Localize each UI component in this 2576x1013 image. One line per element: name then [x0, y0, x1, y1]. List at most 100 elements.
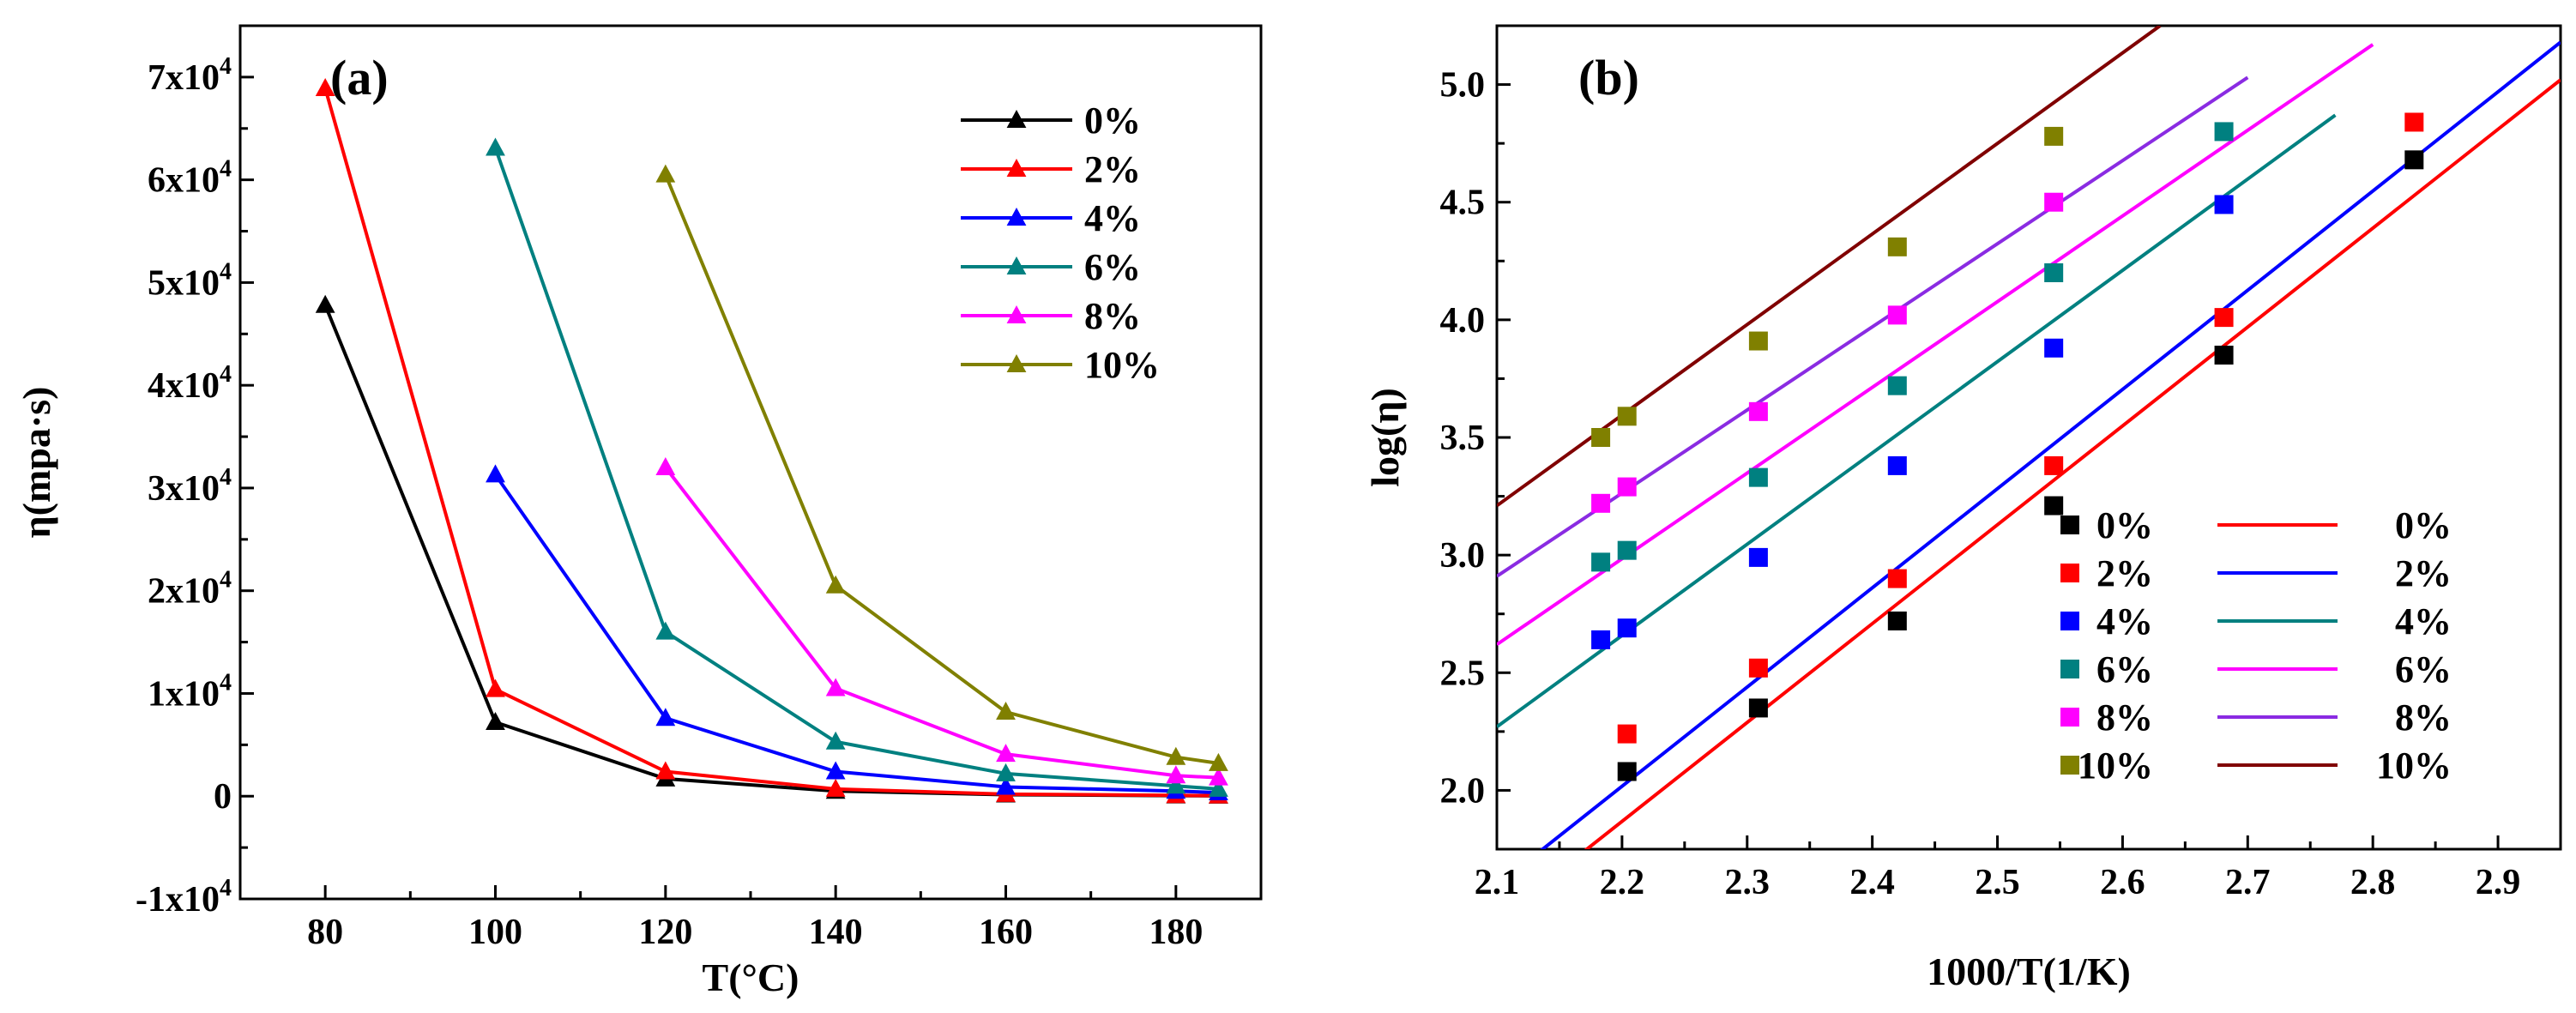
- chart-a-x-tick-label: 180: [1149, 913, 1203, 952]
- chart-b-x-axis-label: 1000/T(1/K): [1927, 950, 2131, 993]
- chart-a-legend-label: 0%: [1084, 99, 1141, 142]
- chart-a-data-point: [655, 621, 676, 640]
- chart-a-y-tick-exponent: 4: [220, 669, 232, 696]
- chart-a-y-tick-base: -1x10: [136, 880, 220, 920]
- chart-a-y-tick-base: 4x10: [148, 366, 220, 406]
- chart-a-data-point: [486, 678, 505, 697]
- chart-b-data-point: [1591, 493, 1611, 513]
- chart-b-fit-line-3: [1497, 43, 2374, 647]
- chart-a-data-point: [1209, 752, 1228, 771]
- chart-b-legend-fit-label: 10%: [2376, 745, 2452, 787]
- chart-b-data-point: [2214, 195, 2234, 214]
- chart-b-data-point: [2404, 150, 2424, 170]
- chart-b-data-point: [1748, 547, 1768, 567]
- chart-b-data-point: [1748, 331, 1768, 351]
- chart-a-data-point: [825, 575, 846, 594]
- chart-a-data-point: [996, 744, 1016, 763]
- chart-b-legend-fit-label: 8%: [2395, 696, 2452, 739]
- chart-b-x-tick-label: 2.7: [2225, 863, 2271, 902]
- chart-a-data-point: [996, 776, 1016, 795]
- chart-a-y-tick-exponent: 4: [220, 361, 232, 388]
- chart-b-data-point: [1887, 376, 1907, 395]
- chart-b-data-point: [1617, 618, 1637, 638]
- chart-a-y-tick-label: 3x104: [148, 464, 232, 509]
- chart-b-data-point: [2044, 263, 2064, 282]
- chart-a-x-tick-label: 160: [979, 913, 1033, 952]
- chart-a-legend-marker: [1006, 354, 1027, 372]
- chart-a-x-tick-label: 80: [307, 913, 343, 952]
- chart-b-legend-label: 0%: [2096, 504, 2153, 546]
- chart-a-y-tick-label: 1x104: [148, 669, 232, 714]
- chart-a-y-tick-exponent: 4: [220, 53, 232, 80]
- chart-b-legend-label: 4%: [2096, 600, 2153, 642]
- chart-b-y-tick-label: 3.5: [1440, 419, 1486, 458]
- chart-a-y-tick-label: 2x104: [148, 567, 232, 612]
- chart-a-data-point: [486, 464, 505, 483]
- chart-a-legend-label: 8%: [1084, 295, 1141, 337]
- chart-b-legend-marker: [2060, 756, 2079, 775]
- chart-b-data-point: [1748, 658, 1768, 678]
- chart-b-data-point: [2404, 112, 2424, 132]
- chart-b-data-point: [1617, 477, 1637, 497]
- chart-b-y-axis-label: log(η): [1363, 388, 1407, 487]
- chart-a-y-tick-label: 6x104: [148, 156, 232, 201]
- chart-a-data-point: [655, 164, 676, 183]
- chart-b-legend-marker: [2060, 612, 2079, 630]
- chart-a-y-tick-base: 2x10: [148, 572, 220, 612]
- chart-b-x-tick-label: 2.2: [1600, 863, 1645, 902]
- chart-b-fit-line-0: [1584, 78, 2561, 849]
- chart-b-x-tick-label: 2.9: [2476, 863, 2521, 902]
- chart-a-y-tick-base: 1x10: [148, 674, 220, 714]
- chart-b-y-tick-label: 2.0: [1440, 771, 1486, 811]
- chart-b-legend-label: 2%: [2096, 552, 2153, 594]
- chart-b-data-point: [1887, 455, 1907, 475]
- chart-a-series-line-3: [493, 147, 1219, 791]
- chart-b-data-point: [2044, 126, 2064, 146]
- chart-a-data-point: [825, 678, 846, 696]
- chart-b-data-point: [1591, 552, 1611, 572]
- chart-b-y-tick-label: 5.0: [1440, 66, 1486, 106]
- chart-b-legend-fit-label: 0%: [2395, 504, 2452, 546]
- chart-a-y-tick-label: 7x104: [148, 53, 232, 98]
- chart-a-y-tick-label: 0: [214, 777, 232, 817]
- chart-a-data-point: [1166, 746, 1186, 765]
- chart-b-data-point: [1748, 467, 1768, 487]
- chart-a-legend-label: 10%: [1084, 344, 1160, 386]
- chart-b-data-point: [1748, 401, 1768, 421]
- chart-b-data-point: [1887, 305, 1907, 325]
- chart-a-data-point: [655, 456, 676, 475]
- chart-b-y-tick-label: 3.0: [1440, 536, 1486, 576]
- chart-a-legend-marker: [1006, 208, 1027, 226]
- chart-b-panel-label: (b): [1578, 50, 1639, 106]
- chart-b-legend-fit-label: 2%: [2395, 552, 2452, 594]
- chart-a-data-point: [1166, 765, 1186, 784]
- chart-a-x-tick-label: 100: [468, 913, 522, 952]
- chart-a-x-axis-label: T(°C): [703, 956, 799, 999]
- chart-a-data-point: [1166, 775, 1186, 794]
- chart-a-data-point: [655, 761, 676, 780]
- chart-a-data-point: [1209, 767, 1228, 786]
- chart-b-data-point: [2044, 338, 2064, 358]
- chart-b-fit-line-5: [1497, 26, 2162, 508]
- chart-b-legend-fit-label: 4%: [2395, 600, 2452, 642]
- chart-a-y-tick-exponent: 4: [220, 567, 232, 594]
- chart-b-x-tick-label: 2.5: [1975, 863, 2020, 902]
- chart-a-y-tick-base: 0: [214, 777, 232, 817]
- chart-b-legend-marker: [2060, 564, 2079, 582]
- chart-b-data-point: [1591, 630, 1611, 649]
- chart-a-data-point: [315, 294, 335, 313]
- chart-b-data-point: [1617, 762, 1637, 781]
- chart-b-data-point: [2044, 496, 2064, 516]
- chart-a-data-point: [655, 708, 676, 727]
- chart-b-data-point: [1748, 698, 1768, 718]
- chart-a-series-line-4: [664, 466, 1219, 780]
- chart-b-fit-line-1: [1540, 40, 2561, 849]
- chart-a-y-tick-label: 4x104: [148, 361, 232, 406]
- chart-a-y-tick-base: 7x10: [148, 58, 220, 98]
- chart-b-y-tick-label: 2.5: [1440, 654, 1486, 693]
- chart-b-legend-label: 10%: [2078, 745, 2153, 787]
- chart-b-data-point: [1617, 540, 1637, 560]
- chart-b-x-tick-label: 2.8: [2350, 863, 2396, 902]
- chart-b-data-point: [1617, 407, 1637, 426]
